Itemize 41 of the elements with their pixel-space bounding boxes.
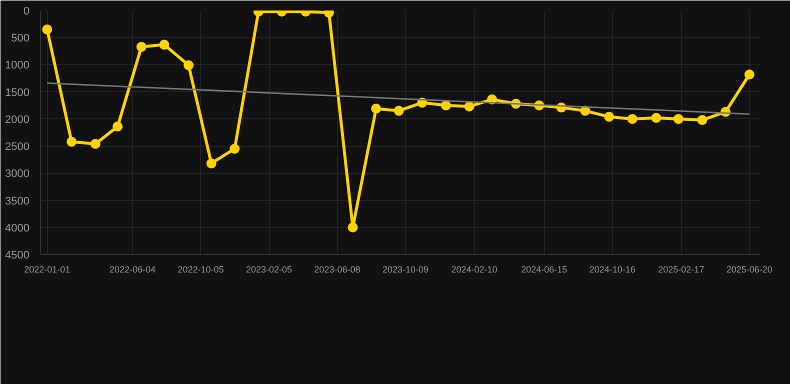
y-tick-label: 1500 — [5, 86, 30, 99]
x-tick-label: 2024-02-10 — [451, 264, 498, 274]
y-tick-label: 4500 — [5, 250, 30, 262]
point — [627, 114, 638, 124]
point — [604, 112, 614, 122]
point — [90, 138, 100, 149]
x-tick-label: 2022-10-05 — [178, 264, 224, 274]
point — [112, 122, 123, 132]
point — [371, 104, 382, 114]
point — [394, 106, 404, 116]
point — [651, 112, 662, 123]
y-tick-label: 4000 — [5, 222, 30, 234]
point — [697, 115, 708, 126]
point — [440, 100, 451, 110]
y-tick-label: 2500 — [5, 141, 30, 154]
y-tick-label: 3500 — [5, 195, 30, 208]
point — [184, 60, 194, 70]
x-tick-label: 2022-01-01 — [24, 264, 70, 274]
x-tick-label: 2022-06-04 — [110, 264, 156, 274]
point — [66, 136, 77, 147]
point — [348, 222, 358, 232]
y-tick-label: 3000 — [5, 168, 30, 180]
point — [159, 40, 170, 50]
x-tick-label: 2025-02-17 — [658, 264, 704, 274]
point — [744, 69, 754, 80]
x-tick-label: 2023-10-09 — [382, 264, 429, 274]
x-tick-label: 2023-06-08 — [314, 264, 360, 274]
y-tick-label: 2000 — [5, 114, 30, 126]
point — [673, 114, 684, 124]
x-tick-label: 2024-06-15 — [521, 264, 568, 274]
point — [464, 101, 474, 112]
y-tick-label: 1000 — [5, 60, 30, 72]
point — [206, 158, 216, 168]
y-tick-label: 0 — [23, 6, 30, 18]
point — [42, 24, 52, 34]
point — [136, 42, 146, 52]
x-tick-label: 2023-02-05 — [246, 264, 292, 274]
y-tick-label: 500 — [11, 32, 30, 45]
point — [230, 144, 240, 154]
x-tick-label: 2025-06-20 — [726, 264, 772, 274]
x-tick-label: 2024-10-16 — [589, 264, 636, 274]
